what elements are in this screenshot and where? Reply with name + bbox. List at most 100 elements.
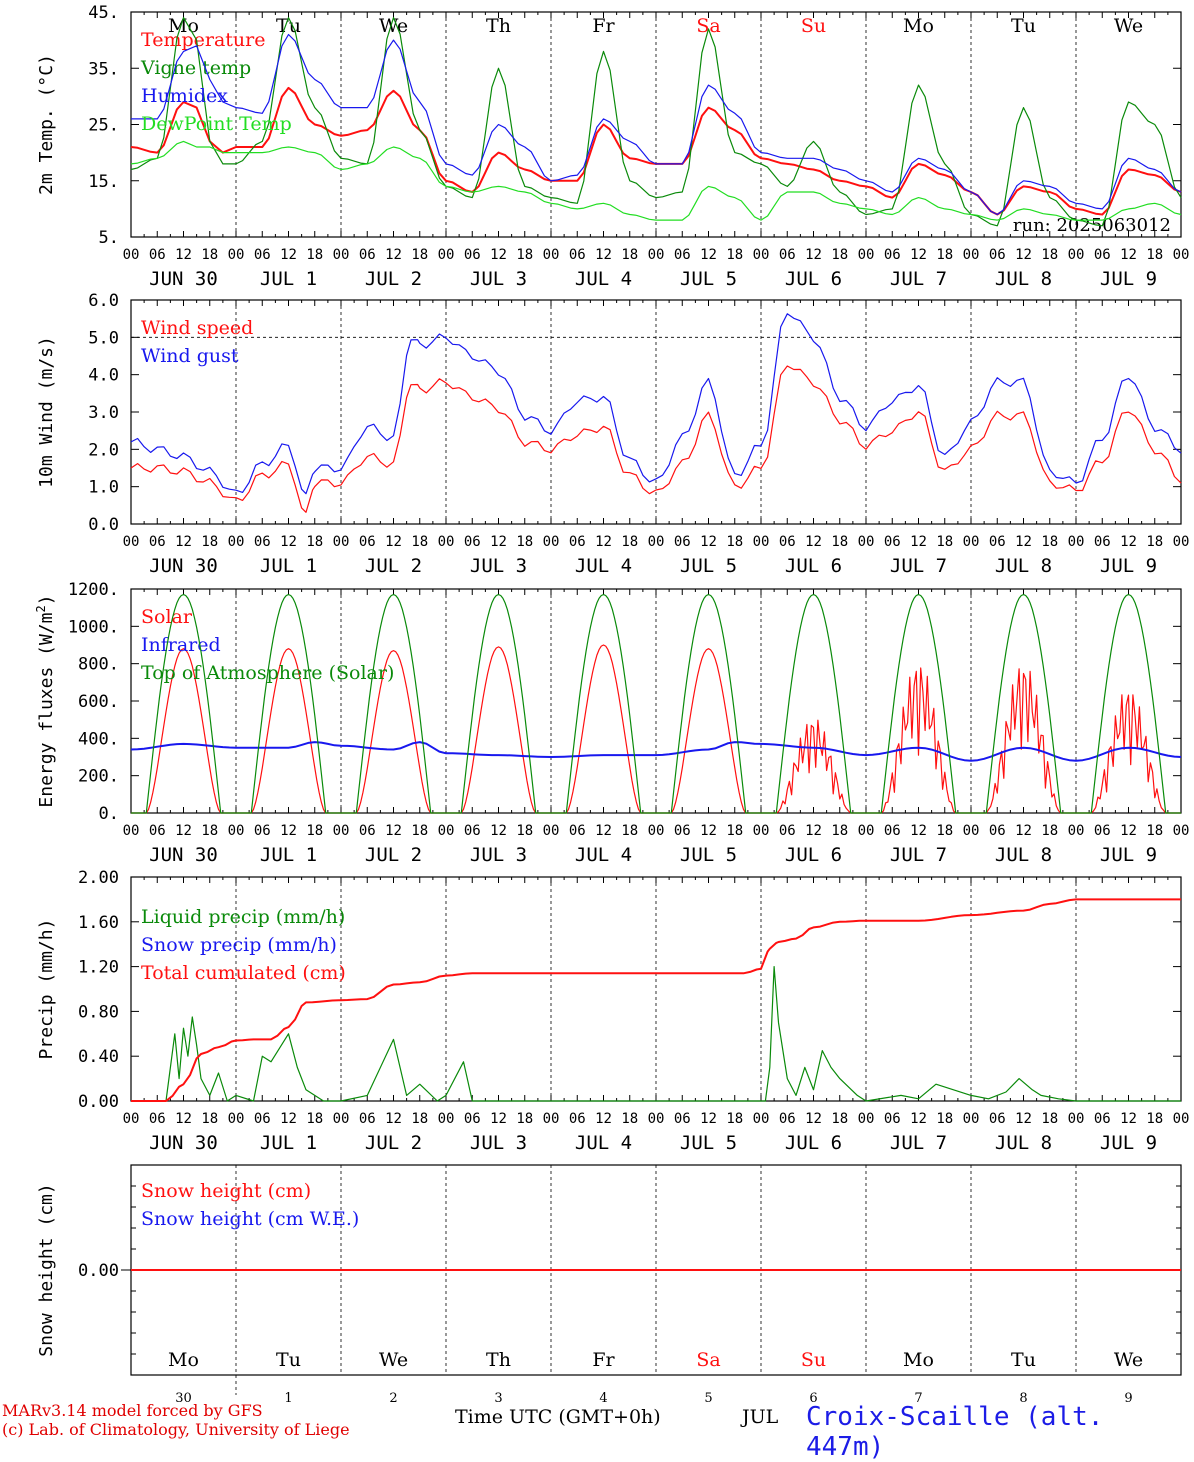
energy-hour-label: 00 — [1173, 823, 1190, 839]
temperature-legend-entry: Vigne temp — [140, 57, 251, 79]
precip-hour-label: 06 — [779, 1111, 796, 1127]
energy-legend-entry: Solar — [141, 606, 193, 628]
precip-y-tick-label: 0.80 — [78, 1002, 119, 1022]
temperature-hour-label: 18 — [1146, 247, 1163, 263]
wind-hour-label: 12 — [910, 534, 927, 550]
energy-hour-label: 12 — [490, 823, 507, 839]
precip-date-label: JUL 3 — [470, 1132, 527, 1154]
precip-hour-label: 12 — [805, 1111, 822, 1127]
snow-weekday-label: We — [379, 1349, 408, 1371]
snow-day-number: 30 — [175, 1391, 192, 1406]
temperature-hour-label: 00 — [648, 247, 665, 263]
precip-date-label: JUL 9 — [1100, 1132, 1157, 1154]
precip-hour-label: 18 — [201, 1111, 218, 1127]
energy-hour-label: 12 — [595, 823, 612, 839]
lab-credit: (c) Lab. of Climatology, University of L… — [2, 1420, 350, 1439]
wind-hour-label: 06 — [884, 534, 901, 550]
precip-hour-label: 00 — [333, 1111, 350, 1127]
temperature-hour-label: 00 — [543, 247, 560, 263]
temperature-hour-label: 18 — [516, 247, 533, 263]
snow-weekday-label: Tu — [276, 1349, 301, 1371]
snow-day-number: 7 — [914, 1391, 922, 1406]
precip-y-tick-label: 0.40 — [78, 1047, 119, 1067]
wind-legend-entry: Wind speed — [141, 317, 253, 339]
precip-hour-label: 00 — [1173, 1111, 1190, 1127]
temperature-date-label: JUL 4 — [575, 268, 632, 290]
station-name: Croix-Scaille (alt. 447m) — [806, 1402, 1104, 1462]
snow-y-axis-label: Snow height (cm) — [36, 1183, 57, 1356]
precip-date-label: JUL 2 — [365, 1132, 422, 1154]
temperature-date-label: JUL 1 — [260, 268, 317, 290]
wind-hour-label: 18 — [1041, 534, 1058, 550]
temperature-hour-label: 06 — [359, 247, 376, 263]
temperature-weekday-label: Mo — [903, 15, 934, 37]
energy-date-label: JUL 4 — [575, 844, 632, 866]
wind-y-tick-label: 3.0 — [88, 403, 119, 423]
wind-hour-label: 18 — [516, 534, 533, 550]
precip-hour-label: 00 — [963, 1111, 980, 1127]
wind-y-tick-label: 1.0 — [88, 478, 119, 498]
wind-hour-label: 06 — [464, 534, 481, 550]
energy-hour-label: 12 — [175, 823, 192, 839]
energy-hour-label: 00 — [858, 823, 875, 839]
precip-hour-label: 12 — [175, 1111, 192, 1127]
snow-day-number: 2 — [389, 1391, 397, 1406]
snow-legend-entry: Snow height (cm) — [141, 1180, 311, 1202]
temperature-hour-label: 12 — [280, 247, 297, 263]
energy-hour-label: 00 — [123, 823, 140, 839]
x-axis-title: Time UTC (GMT+0h) — [455, 1406, 661, 1428]
wind-hour-label: 18 — [1146, 534, 1163, 550]
wind-hour-label: 12 — [700, 534, 717, 550]
wind-hour-label: 18 — [306, 534, 323, 550]
snow-legend-entry: Snow height (cm W.E.) — [141, 1208, 359, 1230]
precip-date-label: JUL 6 — [785, 1132, 842, 1154]
precip-hour-label: 06 — [254, 1111, 271, 1127]
wind-date-label: JUL 9 — [1100, 555, 1157, 577]
snow-y-tick-label: 0.00 — [78, 1261, 119, 1281]
energy-legend-entry: Top of Atmosphere (Solar) — [141, 662, 394, 684]
temperature-legend-entry: Temperature — [141, 29, 265, 51]
energy-y-tick-label: 1200. — [68, 580, 119, 600]
temperature-hour-label: 06 — [884, 247, 901, 263]
precip-hour-label: 00 — [648, 1111, 665, 1127]
energy-date-label: JUL 2 — [365, 844, 422, 866]
precip-hour-label: 06 — [569, 1111, 586, 1127]
temperature-hour-label: 06 — [989, 247, 1006, 263]
precip-hour-label: 00 — [858, 1111, 875, 1127]
energy-series-top-of-atmosphere-solar- — [131, 594, 1181, 814]
wind-y-tick-label: 2.0 — [88, 440, 119, 460]
wind-hour-label: 12 — [595, 534, 612, 550]
temperature-hour-label: 12 — [175, 247, 192, 263]
temperature-hour-label: 00 — [228, 247, 245, 263]
wind-y-axis-label: 10m Wind (m/s) — [36, 336, 57, 488]
precip-series-total-cumulated-cm- — [131, 898, 1181, 1102]
temperature-weekday-label: We — [1114, 15, 1143, 37]
precip-hour-label: 06 — [464, 1111, 481, 1127]
energy-hour-label: 00 — [438, 823, 455, 839]
snow-weekday-label: Mo — [903, 1349, 934, 1371]
energy-date-label: JUL 9 — [1100, 844, 1157, 866]
precip-y-axis-label: Precip (mm/h) — [36, 919, 57, 1060]
energy-hour-label: 00 — [753, 823, 770, 839]
wind-date-label: JUL 1 — [260, 555, 317, 577]
temperature-hour-label: 12 — [1120, 247, 1137, 263]
precip-hour-label: 12 — [700, 1111, 717, 1127]
temperature-hour-label: 18 — [411, 247, 428, 263]
wind-date-label: JUL 6 — [785, 555, 842, 577]
energy-date-label: JUL 7 — [890, 844, 947, 866]
temperature-hour-label: 00 — [438, 247, 455, 263]
energy-hour-label: 12 — [700, 823, 717, 839]
precip-hour-label: 06 — [674, 1111, 691, 1127]
wind-hour-label: 00 — [753, 534, 770, 550]
energy-hour-label: 06 — [359, 823, 376, 839]
wind-series-wind-speed — [130, 365, 1182, 513]
energy-y-tick-label: 600. — [78, 692, 119, 712]
wind-hour-label: 06 — [989, 534, 1006, 550]
snow-weekday-label: We — [1114, 1349, 1143, 1371]
precip-hour-label: 00 — [1068, 1111, 1085, 1127]
wind-hour-label: 12 — [280, 534, 297, 550]
wind-hour-label: 18 — [726, 534, 743, 550]
temperature-date-label: JUL 9 — [1100, 268, 1157, 290]
temperature-hour-label: 06 — [569, 247, 586, 263]
temperature-legend-entry: DewPoint Temp — [141, 113, 292, 135]
